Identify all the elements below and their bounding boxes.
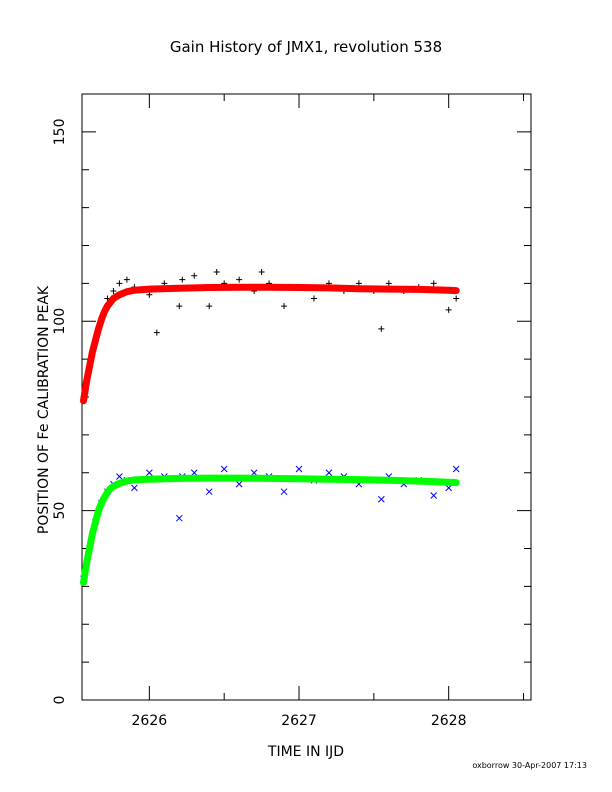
- series-layer: [80, 269, 460, 587]
- data-point: [131, 484, 138, 492]
- y-axis-label: POSITION OF Fe CALIBRATION PEAK: [36, 285, 52, 534]
- plot-frame: [81, 93, 532, 701]
- data-point: [452, 465, 460, 473]
- x-axis-label: TIME IN IJD: [267, 744, 344, 760]
- data-point: [179, 276, 186, 283]
- data-point: [445, 306, 452, 313]
- data-point: [176, 303, 183, 310]
- data-point: [145, 469, 153, 477]
- data-point: [116, 280, 123, 287]
- data-point: [123, 276, 130, 283]
- data-point: [110, 287, 117, 294]
- data-point: [453, 295, 460, 302]
- data-point: [206, 303, 213, 310]
- data-point: [213, 269, 220, 276]
- footer-credit: oxborrow 30-Apr-2007 17:13: [472, 761, 587, 770]
- data-point: [325, 469, 333, 477]
- series-1: [80, 283, 460, 405]
- data-point: [378, 325, 385, 332]
- data-point: [295, 465, 303, 473]
- data-point: [430, 492, 438, 499]
- y-tick-label: 50: [52, 502, 68, 520]
- x-tick-label: 2628: [431, 713, 467, 729]
- data-point: [258, 269, 265, 276]
- data-point: [377, 495, 385, 503]
- data-point: [191, 272, 198, 279]
- data-point: [281, 303, 288, 310]
- x-axis-ticks: 2626 2627 2628: [132, 94, 525, 729]
- data-point: [430, 280, 437, 287]
- chart-title: Gain History of JMX1, revolution 538: [170, 38, 442, 56]
- data-point: [280, 488, 288, 496]
- series-3: [80, 474, 460, 587]
- x-tick-label: 2627: [281, 713, 317, 729]
- data-point: [153, 329, 160, 336]
- data-point: [310, 295, 317, 302]
- x-tick-label: 2626: [132, 713, 168, 729]
- data-point: [116, 473, 123, 480]
- y-tick-label: 150: [52, 119, 68, 146]
- data-point: [146, 291, 153, 298]
- fit-curve: [80, 283, 460, 405]
- data-point: [205, 488, 213, 496]
- data-point: [445, 484, 453, 492]
- data-point: [235, 480, 243, 488]
- y-tick-label: 100: [52, 308, 68, 335]
- data-point: [220, 465, 228, 473]
- data-point: [385, 280, 392, 287]
- data-point: [236, 276, 243, 283]
- data-point: [175, 514, 183, 522]
- y-axis-ticks: 0 50 100 150: [52, 93, 531, 705]
- y-tick-label: 0: [52, 696, 68, 705]
- fit-curve: [80, 474, 460, 587]
